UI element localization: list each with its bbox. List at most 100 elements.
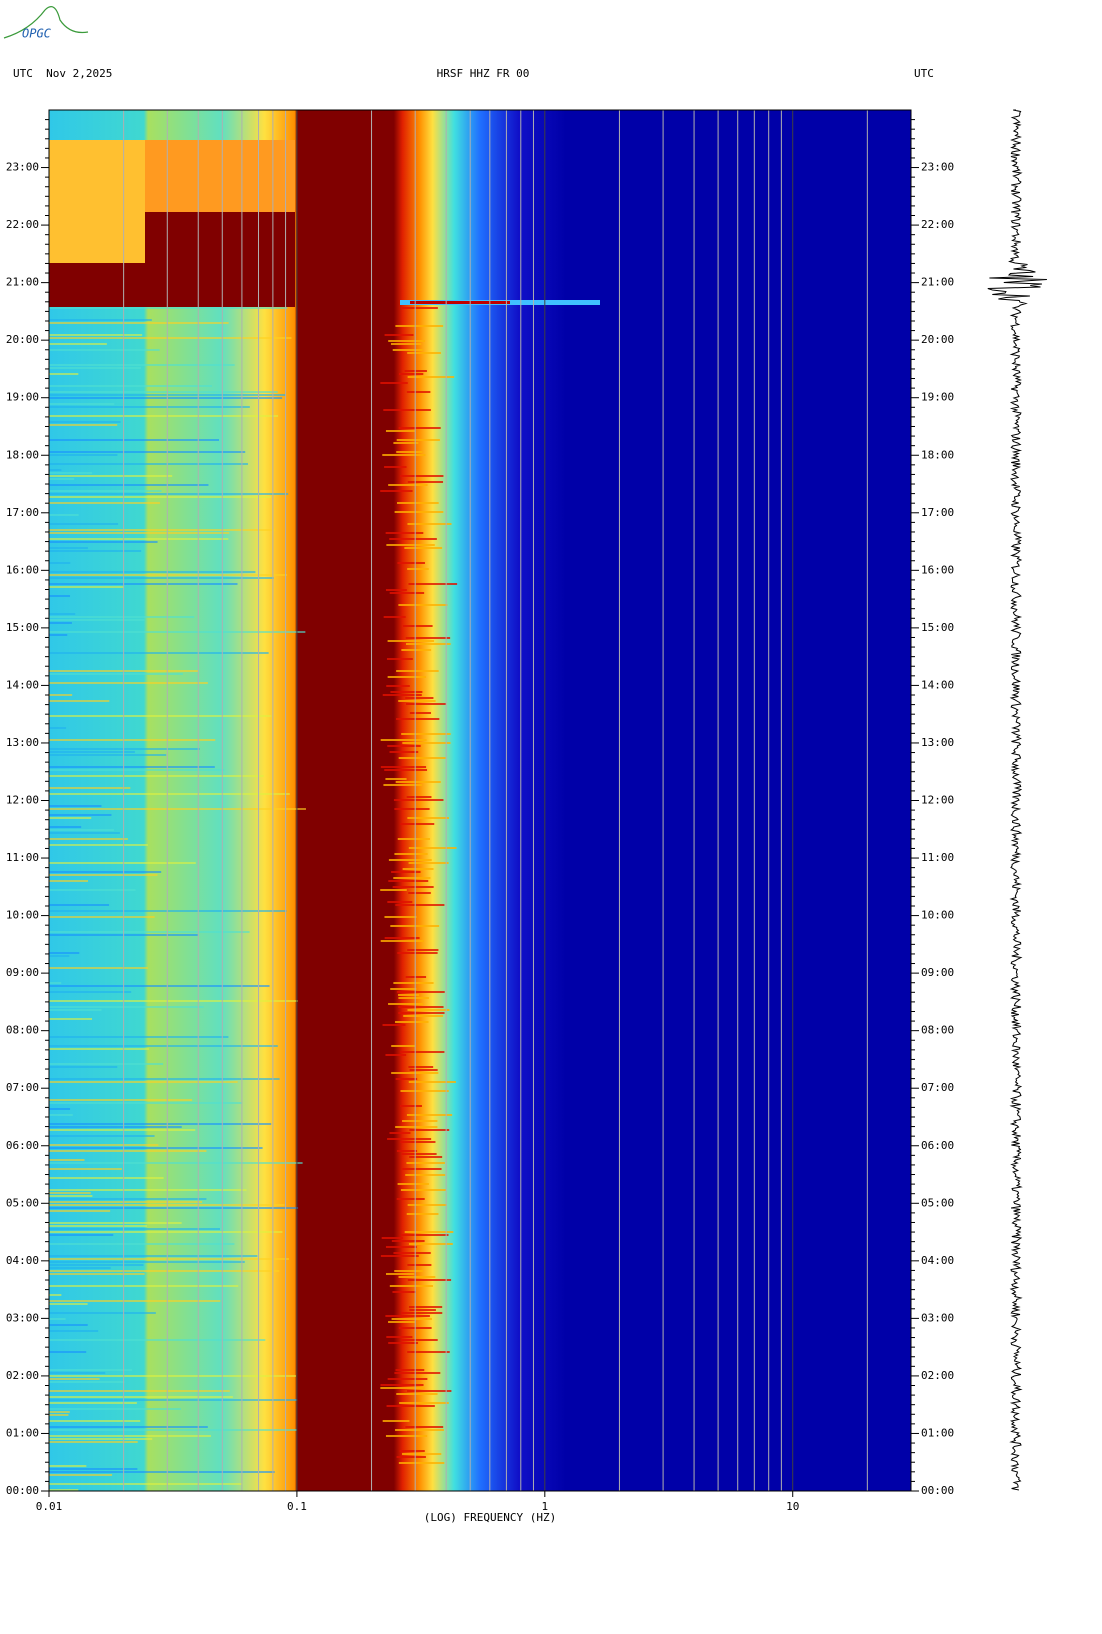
y-tick-label: 20:00 — [6, 333, 39, 346]
noise-stripe — [395, 1429, 444, 1431]
seismogram-trace — [987, 109, 1047, 1491]
noise-stripe — [392, 1291, 416, 1293]
noise-stripe — [409, 1156, 443, 1158]
noise-stripe — [49, 550, 142, 552]
noise-stripe — [49, 1006, 204, 1008]
noise-stripe — [49, 490, 162, 492]
noise-stripe — [49, 991, 132, 993]
noise-stripe — [393, 877, 431, 879]
noise-stripe — [407, 1279, 452, 1281]
noise-stripe — [408, 1066, 434, 1068]
noise-stripe — [49, 916, 155, 918]
noise-stripe — [49, 364, 235, 366]
y-tick-label-right: 20:00 — [921, 333, 954, 346]
noise-stripe — [406, 703, 447, 705]
noise-stripe — [401, 1339, 438, 1341]
noise-stripe — [398, 700, 436, 702]
noise-stripe — [385, 1315, 430, 1317]
noise-stripe — [407, 949, 439, 951]
y-tick-label-right: 02:00 — [921, 1369, 954, 1382]
y-tick-label-right: 00:00 — [921, 1484, 954, 1497]
noise-stripe — [49, 1114, 73, 1116]
noise-stripe — [49, 1189, 247, 1191]
noise-stripe — [49, 1390, 230, 1392]
noise-stripe — [408, 1081, 456, 1083]
noise-stripe — [49, 415, 279, 417]
noise-stripe — [395, 1126, 438, 1128]
y-tick-label: 21:00 — [6, 276, 39, 289]
noise-stripe — [399, 1402, 449, 1404]
noise-stripe — [49, 334, 143, 336]
y-tick-label-right: 18:00 — [921, 448, 954, 461]
y-tick-label: 22:00 — [6, 218, 39, 231]
y-tick-label-right: 03:00 — [921, 1311, 954, 1324]
noise-stripe — [393, 442, 419, 444]
noise-stripe — [49, 1210, 111, 1212]
noise-stripe — [380, 889, 407, 891]
noise-stripe — [385, 430, 416, 432]
noise-stripe — [49, 1168, 122, 1170]
noise-stripe — [396, 718, 440, 720]
noise-stripe — [408, 583, 458, 585]
noise-stripe — [385, 1054, 407, 1056]
noise-stripe — [49, 571, 256, 573]
noise-stripe — [49, 493, 289, 495]
y-tick-label-right: 13:00 — [921, 736, 954, 749]
noise-stripe — [396, 1456, 426, 1458]
noise-stripe — [49, 700, 110, 702]
noise-stripe — [49, 1339, 266, 1341]
noise-stripe — [389, 751, 419, 753]
noise-stripe — [401, 649, 432, 651]
noise-stripe — [400, 1051, 445, 1053]
noise-stripe — [49, 1273, 145, 1275]
noise-stripe — [49, 532, 230, 534]
noise-stripe — [386, 658, 413, 660]
noise-stripe — [406, 1213, 439, 1215]
noise-stripe — [398, 1462, 445, 1464]
noise-stripe — [396, 1198, 425, 1200]
noise-stripe — [398, 994, 420, 996]
noise-stripe — [49, 1225, 148, 1227]
noise-stripe — [407, 352, 441, 354]
noise-stripe — [405, 1426, 444, 1428]
noise-stripe — [49, 832, 120, 834]
noise-stripe — [407, 1351, 450, 1353]
noise-stripe — [385, 778, 407, 780]
noise-stripe — [398, 604, 448, 606]
noise-stripe — [49, 1261, 245, 1263]
noise-stripe — [49, 1441, 138, 1443]
noise-stripe — [49, 1426, 208, 1428]
noise-stripe — [408, 862, 449, 864]
noise-stripe — [49, 1258, 290, 1260]
noise-stripe — [385, 589, 407, 591]
noise-stripe — [49, 1066, 118, 1068]
noise-stripe — [49, 1489, 79, 1491]
noise-stripe — [49, 1300, 221, 1302]
noise-stripe — [49, 844, 148, 846]
noise-stripe — [396, 451, 423, 453]
noise-stripe — [380, 739, 427, 741]
noise-stripe — [384, 334, 414, 336]
noise-stripe — [396, 1150, 418, 1152]
noise-stripe — [395, 904, 445, 906]
y-tick-label: 16:00 — [6, 563, 39, 576]
y-tick-label-right: 10:00 — [921, 909, 954, 922]
noise-stripe — [49, 1198, 207, 1200]
noise-stripe — [394, 853, 428, 855]
noise-stripe — [49, 739, 216, 741]
noise-stripe — [407, 481, 444, 483]
noise-stripe — [49, 469, 62, 471]
noise-stripe — [49, 652, 269, 654]
y-tick-label: 03:00 — [6, 1311, 39, 1324]
noise-stripe — [404, 547, 443, 549]
noise-stripe — [49, 1078, 280, 1080]
noise-stripe — [49, 1285, 239, 1287]
noise-stripe — [49, 1324, 88, 1326]
y-tick-label-right: 04:00 — [921, 1254, 954, 1267]
noise-stripe — [394, 1270, 424, 1272]
noise-stripe — [393, 1252, 431, 1254]
noise-stripe — [49, 889, 136, 891]
noise-stripe — [49, 622, 72, 624]
logo-text: OPGC — [22, 27, 52, 41]
noise-stripe — [49, 367, 141, 369]
